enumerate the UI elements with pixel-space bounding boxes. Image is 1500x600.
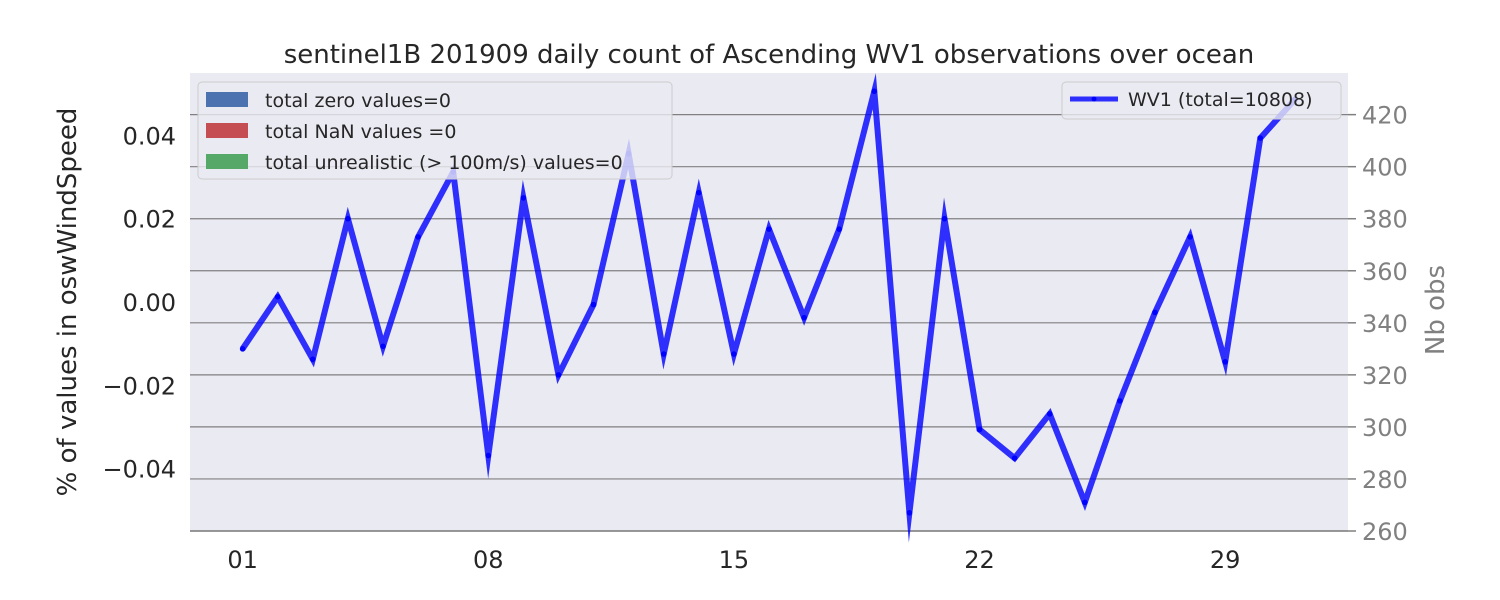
data-point	[1222, 359, 1228, 365]
data-point	[1257, 135, 1264, 141]
data-point	[415, 234, 421, 240]
data-point	[660, 351, 667, 357]
bar-legend-items: total zero values=0 total NaN values =0 to…	[206, 90, 623, 174]
left-y-tick-label: 0.04	[123, 122, 176, 150]
data-point	[555, 372, 562, 378]
left-y-tick-label: 0.02	[123, 206, 176, 234]
right-y-tick-label: 300	[1362, 414, 1408, 442]
right-y-axis-ticks: 260 280 300 320 340 360 380 400 420	[1348, 102, 1408, 546]
x-tick-label: 08	[473, 546, 504, 574]
right-y-tick-label: 320	[1362, 362, 1408, 390]
left-y-tick-label: −0.04	[102, 456, 176, 484]
bar-legend-frame	[197, 81, 673, 180]
right-y-tick-label: 400	[1362, 154, 1408, 182]
data-point	[696, 189, 702, 196]
data-point	[1117, 398, 1123, 404]
data-point	[1011, 455, 1018, 461]
data-point	[836, 226, 842, 232]
right-y-tick-label: 360	[1362, 258, 1408, 286]
data-point	[520, 195, 527, 201]
left-y-tick-label: 0.00	[123, 289, 176, 317]
data-point	[906, 509, 913, 516]
series-legend-label: WV1 (total=10808)	[1128, 89, 1313, 111]
data-point	[1046, 411, 1053, 417]
data-point	[590, 301, 597, 308]
data-point	[1152, 309, 1158, 316]
x-tick-label: 01	[227, 546, 258, 574]
right-y-axis-label: Nb obs	[1421, 265, 1451, 355]
data-point	[1187, 234, 1193, 240]
data-point	[976, 426, 983, 433]
right-y-tick-label: 280	[1362, 466, 1408, 494]
data-point	[310, 356, 316, 363]
right-y-tick-label: 420	[1362, 102, 1408, 130]
bar-legend: total zero values=0 total NaN values =0 to…	[197, 81, 673, 180]
data-point	[345, 215, 351, 222]
x-tick-label: 15	[719, 546, 750, 574]
series-legend: WV1 (total=10808)	[1061, 81, 1342, 120]
left-y-axis-label: % of values in oswWindSpeed	[53, 108, 83, 497]
x-tick-label: 29	[1210, 546, 1241, 574]
bar-legend-label: total unrealistic (> 100m/s) values=0	[265, 152, 623, 174]
x-axis-ticks: 01 08 15 22 29	[227, 546, 1240, 574]
data-point	[485, 452, 492, 459]
left-y-tick-label: −0.02	[102, 372, 176, 400]
series-legend-frame	[1061, 81, 1342, 120]
data-point	[1082, 499, 1088, 506]
series-legend-marker	[1091, 96, 1097, 102]
bar-legend-swatch	[206, 92, 248, 107]
data-point	[731, 351, 737, 357]
bar-legend-label: total zero values=0	[265, 90, 451, 112]
right-y-tick-label: 260	[1362, 518, 1408, 546]
bar-legend-label: total NaN values =0	[265, 121, 456, 143]
bar-legend-swatch	[206, 123, 248, 138]
data-point	[274, 293, 281, 300]
data-point	[766, 226, 772, 232]
left-y-axis-ticks: −0.04 −0.02 0.00 0.02 0.04	[102, 122, 176, 483]
data-point	[871, 88, 878, 95]
data-point	[239, 346, 246, 352]
chart-title: sentinel1B 201909 daily count of Ascendi…	[284, 40, 1255, 70]
data-point	[801, 314, 807, 321]
data-point	[380, 343, 386, 350]
data-point	[941, 215, 948, 222]
right-y-tick-label: 340	[1362, 310, 1408, 338]
bar-legend-swatch	[206, 154, 248, 169]
right-y-tick-label: 380	[1362, 206, 1408, 234]
x-tick-label: 22	[964, 546, 995, 574]
